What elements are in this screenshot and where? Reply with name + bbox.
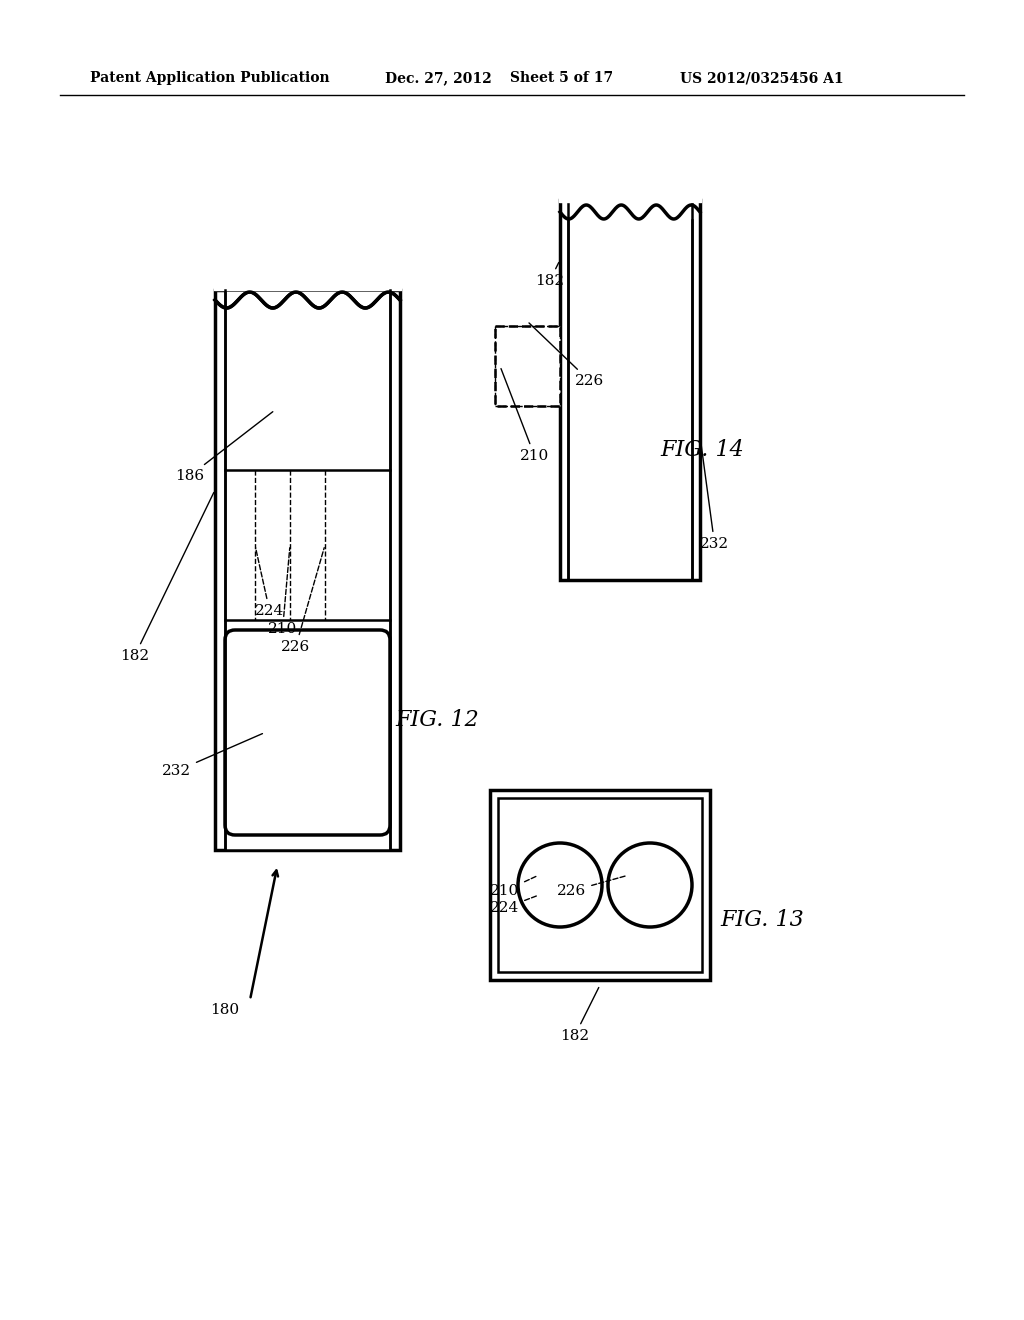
Text: 182: 182 [560, 987, 599, 1043]
Text: 210: 210 [501, 368, 549, 463]
Text: 226: 226 [281, 548, 325, 653]
Text: 186: 186 [175, 412, 272, 483]
Text: Sheet 5 of 17: Sheet 5 of 17 [510, 71, 613, 84]
Text: 182: 182 [535, 263, 564, 288]
Text: 224: 224 [490, 896, 537, 915]
FancyBboxPatch shape [225, 630, 390, 836]
Text: US 2012/0325456 A1: US 2012/0325456 A1 [680, 71, 844, 84]
FancyBboxPatch shape [225, 290, 390, 850]
Text: Patent Application Publication: Patent Application Publication [90, 71, 330, 84]
Text: 226: 226 [529, 323, 604, 388]
Text: 224: 224 [255, 548, 285, 618]
Text: 232: 232 [162, 734, 262, 777]
Text: FIG. 14: FIG. 14 [660, 440, 743, 461]
FancyBboxPatch shape [495, 326, 560, 407]
Text: 182: 182 [120, 492, 214, 663]
Text: Dec. 27, 2012: Dec. 27, 2012 [385, 71, 492, 84]
Text: 232: 232 [700, 438, 729, 550]
FancyBboxPatch shape [560, 201, 700, 579]
Text: 210: 210 [490, 876, 537, 898]
Text: 210: 210 [268, 548, 297, 636]
Text: 226: 226 [557, 875, 627, 898]
FancyBboxPatch shape [215, 290, 400, 850]
FancyBboxPatch shape [498, 799, 702, 972]
FancyBboxPatch shape [490, 789, 710, 979]
Text: FIG. 13: FIG. 13 [720, 909, 804, 931]
Text: FIG. 12: FIG. 12 [395, 709, 479, 731]
Text: 180: 180 [210, 1003, 240, 1016]
